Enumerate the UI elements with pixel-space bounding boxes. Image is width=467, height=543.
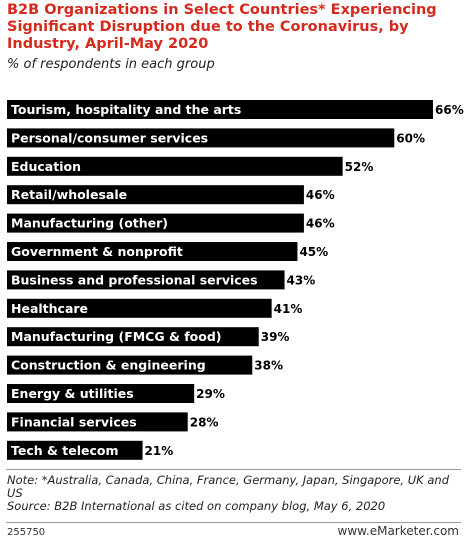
chart-subtitle: % of respondents in each group bbox=[7, 57, 215, 72]
category-label: Financial services bbox=[11, 414, 137, 429]
bar-group: Personal/consumer services 60% bbox=[7, 128, 425, 148]
bar-group: Tech & telecom 21% bbox=[7, 440, 174, 460]
value-label: 38% bbox=[254, 359, 283, 373]
bar bbox=[7, 128, 395, 148]
category-label: Energy & utilities bbox=[11, 386, 134, 401]
bar bbox=[7, 355, 253, 375]
bar bbox=[7, 100, 433, 119]
value-label: 29% bbox=[196, 387, 225, 401]
category-label: Manufacturing (FMCG & food) bbox=[11, 329, 221, 344]
footer-divider bbox=[6, 469, 461, 470]
value-label: 28% bbox=[190, 415, 219, 429]
bar-group: Education 52% bbox=[7, 156, 374, 176]
bar bbox=[7, 185, 304, 205]
value-label: 46% bbox=[306, 188, 335, 202]
value-label: 21% bbox=[145, 444, 174, 458]
bar-group: Energy & utilities 29% bbox=[7, 384, 225, 403]
bar-group: Retail/wholesale 46% bbox=[7, 185, 335, 205]
value-label: 39% bbox=[261, 330, 290, 344]
bar bbox=[7, 384, 195, 403]
category-label: Personal/consumer services bbox=[11, 130, 208, 145]
bar-group: Tourism, hospitality and the arts 66% bbox=[7, 100, 464, 119]
category-label: Education bbox=[11, 159, 81, 174]
bar bbox=[7, 327, 259, 347]
category-label: Healthcare bbox=[11, 301, 88, 316]
bar-group: Manufacturing (FMCG & food) 39% bbox=[7, 327, 290, 347]
value-label: 43% bbox=[287, 273, 316, 287]
category-label: Tourism, hospitality and the arts bbox=[11, 102, 241, 117]
note-text: Note: *Australia, Canada, China, France,… bbox=[7, 473, 449, 500]
bar-group: Business and professional services 43% bbox=[7, 270, 316, 290]
value-label: 41% bbox=[274, 302, 303, 316]
bar bbox=[7, 213, 304, 233]
chart-title: B2B Organizations in Select Countries* E… bbox=[7, 2, 437, 52]
bar bbox=[7, 440, 143, 460]
category-label: Construction & engineering bbox=[11, 358, 206, 373]
bar bbox=[7, 298, 272, 318]
value-label: 66% bbox=[435, 103, 464, 117]
emarketer-logo: www.eMarketer.com bbox=[338, 524, 459, 538]
category-label: Government & nonprofit bbox=[11, 244, 183, 259]
bar-chart: Tourism, hospitality and the arts 66% Pers… bbox=[7, 100, 464, 460]
bar-group: Manufacturing (other) 46% bbox=[7, 213, 335, 233]
source-text: Source: B2B International as cited on co… bbox=[7, 499, 386, 513]
bar bbox=[7, 242, 298, 261]
bar-group: Government & nonprofit 45% bbox=[7, 242, 328, 261]
value-label: 46% bbox=[306, 217, 335, 231]
footnote: Note: *Australia, Canada, China, France,… bbox=[7, 474, 459, 513]
bar-group: Financial services 28% bbox=[7, 412, 219, 432]
category-label: Tech & telecom bbox=[11, 443, 119, 458]
value-label: 60% bbox=[396, 131, 425, 145]
chart-id: 255750 bbox=[7, 527, 46, 538]
category-label: Business and professional services bbox=[11, 272, 258, 287]
bottom-divider bbox=[6, 522, 461, 523]
bar bbox=[7, 156, 343, 176]
value-label: 52% bbox=[345, 160, 374, 174]
category-label: Manufacturing (other) bbox=[11, 216, 168, 231]
brand-text: www.eMarketer.com bbox=[337, 524, 459, 538]
category-label: Retail/wholesale bbox=[11, 187, 127, 202]
bar bbox=[7, 412, 188, 432]
bar-group: Healthcare 41% bbox=[7, 298, 303, 318]
bar-group: Construction & engineering 38% bbox=[7, 355, 283, 375]
value-label: 45% bbox=[299, 245, 328, 259]
bar bbox=[7, 270, 285, 290]
